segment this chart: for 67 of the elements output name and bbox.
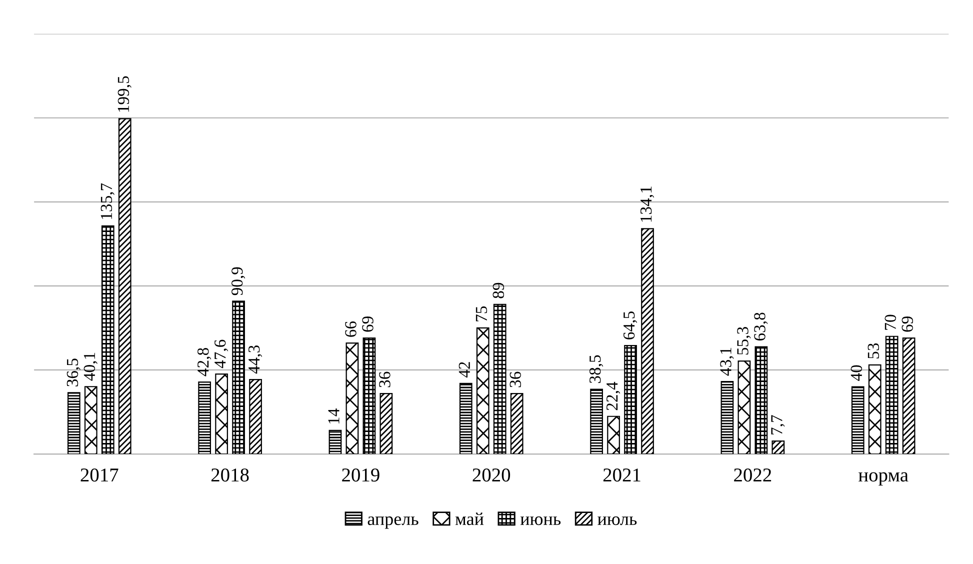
bar bbox=[346, 342, 359, 454]
data-label: 64,5 bbox=[623, 312, 638, 340]
bar bbox=[738, 360, 751, 454]
x-tick-label: 2022 bbox=[734, 468, 772, 482]
legend-label: апрель bbox=[368, 516, 418, 529]
data-label: 14 bbox=[328, 408, 340, 424]
x-tick-label: 2021 bbox=[603, 468, 640, 482]
bar bbox=[67, 392, 80, 454]
data-label: 42 bbox=[458, 362, 470, 378]
bar bbox=[641, 228, 654, 454]
bar bbox=[362, 337, 376, 454]
data-label: 40 bbox=[850, 365, 862, 381]
data-label: 66 bbox=[345, 321, 356, 337]
bar bbox=[459, 382, 472, 454]
x-tick-label: 2018 bbox=[211, 468, 249, 482]
bar bbox=[772, 440, 785, 454]
data-label: 43,1 bbox=[720, 348, 734, 376]
legend-label: май bbox=[455, 512, 484, 526]
data-label: 42,8 bbox=[197, 348, 212, 376]
data-label: 36 bbox=[510, 372, 522, 388]
bar bbox=[590, 388, 603, 454]
data-label: 47,6 bbox=[214, 340, 228, 368]
data-label: 38,5 bbox=[589, 355, 604, 383]
bar bbox=[118, 118, 132, 454]
bar bbox=[232, 300, 245, 454]
data-label: 55,3 bbox=[737, 327, 751, 355]
x-tick-label: 2020 bbox=[472, 468, 510, 482]
bar bbox=[101, 225, 114, 454]
bar bbox=[885, 336, 898, 454]
bar bbox=[249, 379, 262, 454]
data-label: 69 bbox=[902, 316, 913, 332]
data-label: 135,7 bbox=[100, 183, 114, 219]
data-label: 75 bbox=[476, 306, 488, 322]
bar bbox=[493, 304, 506, 454]
data-label: 89 bbox=[492, 282, 504, 298]
bar bbox=[198, 382, 211, 454]
bar bbox=[215, 373, 228, 454]
legend-label: июль bbox=[598, 516, 637, 526]
bar bbox=[754, 346, 768, 454]
data-label: 70 bbox=[884, 314, 896, 330]
x-tick-label: 2019 bbox=[342, 468, 380, 482]
data-label: 22,4 bbox=[606, 382, 620, 410]
bar bbox=[380, 392, 393, 454]
bar bbox=[624, 345, 637, 454]
data-label: 63,8 bbox=[754, 312, 768, 341]
bar bbox=[720, 381, 734, 454]
bar bbox=[476, 327, 490, 454]
data-label: 90,9 bbox=[231, 267, 246, 296]
legend-label: июнь bbox=[520, 516, 561, 526]
x-tick-label: норма bbox=[858, 472, 908, 486]
data-label: 40,1 bbox=[84, 352, 98, 381]
bar bbox=[328, 430, 342, 454]
bar bbox=[84, 386, 98, 454]
data-label: 36,5 bbox=[66, 358, 80, 386]
x-tick-label: 2017 bbox=[80, 468, 118, 482]
data-label: 7,7 bbox=[771, 415, 785, 434]
bar bbox=[851, 386, 864, 454]
data-label: 36 bbox=[379, 372, 390, 388]
data-label: 69 bbox=[362, 316, 374, 332]
data-label: 134,1 bbox=[640, 186, 654, 222]
bar bbox=[510, 392, 524, 454]
bar bbox=[607, 416, 620, 454]
data-label: 199,5 bbox=[118, 76, 132, 112]
data-label: 53 bbox=[868, 343, 880, 358]
bar bbox=[902, 337, 916, 454]
bar bbox=[868, 364, 882, 454]
data-label: 44,3 bbox=[248, 345, 262, 374]
